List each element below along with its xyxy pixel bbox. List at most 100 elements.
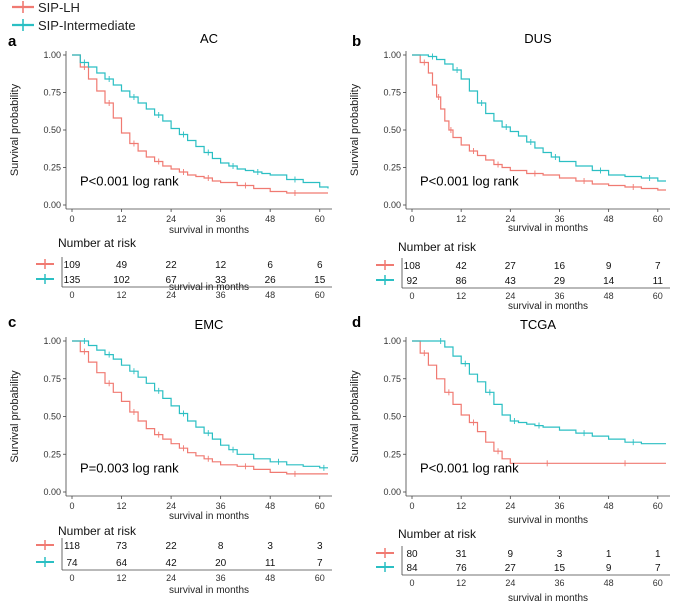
legend-label-sip-lh: SIP-LH — [38, 0, 80, 15]
risk-count-sip-intermediate-b: 43 — [505, 276, 517, 287]
risk-count-sip-lh-c: 3 — [317, 541, 323, 552]
risk-count-sip-lh-c: 73 — [116, 541, 128, 552]
chart-title-d: TCGA — [520, 317, 556, 332]
x-tick-label-d: 0 — [409, 501, 414, 511]
risk-x-tick-label-b: 60 — [653, 291, 663, 301]
risk-count-sip-intermediate-a: 26 — [265, 275, 277, 286]
survival-curve-sip-lh-a — [72, 54, 328, 194]
legend-label-sip-intermediate: SIP-Intermediate — [38, 18, 136, 33]
legend: SIP-LH SIP-Intermediate — [12, 0, 136, 33]
risk-table-header-a: Number at risk — [58, 236, 137, 250]
risk-count-sip-intermediate-a: 67 — [166, 275, 178, 286]
risk-count-sip-intermediate-b: 29 — [554, 276, 566, 287]
x-tick-label-c: 36 — [216, 501, 226, 511]
x-tick-label-a: 48 — [265, 214, 275, 224]
risk-x-axis-label-b: survival in months — [508, 301, 588, 312]
x-tick-label-a: 36 — [216, 214, 226, 224]
p-value-annotation-b: P<0.001 log rank — [420, 174, 519, 189]
risk-count-sip-intermediate-a: 15 — [314, 275, 326, 286]
risk-count-sip-lh-d: 1 — [606, 549, 612, 560]
risk-count-sip-intermediate-c: 11 — [265, 558, 276, 569]
x-tick-label-d: 60 — [653, 501, 663, 511]
y-tick-label-c: 0.75 — [43, 374, 61, 384]
risk-count-sip-lh-d: 1 — [655, 549, 661, 560]
y-tick-label-d: 0.00 — [383, 487, 401, 497]
y-tick-label-d: 1.00 — [383, 336, 401, 346]
risk-x-tick-label-b: 12 — [456, 291, 466, 301]
x-tick-label-d: 12 — [456, 501, 466, 511]
risk-count-sip-intermediate-a: 135 — [64, 275, 81, 286]
risk-x-tick-label-c: 24 — [166, 573, 176, 583]
risk-count-sip-lh-d: 80 — [406, 549, 418, 560]
y-tick-label-a: 1.00 — [43, 50, 61, 60]
y-tick-label-c: 0.00 — [43, 487, 61, 497]
survival-curve-sip-intermediate-a — [72, 54, 329, 189]
risk-x-axis-label-a: survival in months — [169, 282, 249, 293]
risk-count-sip-lh-a: 22 — [166, 260, 178, 271]
risk-x-tick-label-b: 36 — [554, 291, 564, 301]
x-axis-label-a: survival in months — [169, 225, 249, 236]
risk-x-tick-label-d: 36 — [554, 578, 564, 588]
x-tick-label-a: 60 — [315, 214, 325, 224]
x-tick-label-d: 36 — [554, 501, 564, 511]
x-axis-label-c: survival in months — [169, 511, 249, 522]
risk-count-sip-lh-b: 16 — [554, 261, 566, 272]
risk-count-sip-intermediate-d: 9 — [606, 563, 612, 574]
p-value-annotation-c: P=0.003 log rank — [80, 460, 179, 475]
x-tick-label-c: 24 — [166, 501, 176, 511]
x-tick-label-b: 12 — [456, 214, 466, 224]
risk-count-sip-intermediate-b: 86 — [456, 276, 468, 287]
risk-count-sip-lh-b: 9 — [606, 261, 612, 272]
risk-count-sip-lh-b: 27 — [505, 261, 517, 272]
p-value-annotation-a: P<0.001 log rank — [80, 174, 179, 189]
risk-x-tick-label-d: 48 — [604, 578, 614, 588]
risk-table-header-b: Number at risk — [398, 240, 477, 254]
x-tick-label-d: 24 — [505, 501, 515, 511]
y-tick-label-b: 0.75 — [383, 88, 401, 98]
risk-x-axis-label-c: survival in months — [169, 585, 249, 596]
panel-label-c: c — [8, 314, 16, 331]
risk-x-tick-label-d: 12 — [456, 578, 466, 588]
risk-count-sip-lh-a: 109 — [64, 260, 81, 271]
y-axis-label-a: Survival probability — [9, 83, 21, 176]
x-tick-label-b: 0 — [409, 214, 414, 224]
chart-title-a: AC — [200, 31, 218, 46]
y-tick-label-d: 0.75 — [383, 374, 401, 384]
survival-curve-sip-intermediate-c — [72, 340, 328, 469]
risk-x-tick-label-c: 12 — [117, 573, 127, 583]
risk-count-sip-intermediate-b: 11 — [653, 276, 664, 287]
risk-count-sip-lh-b: 42 — [456, 261, 468, 272]
risk-count-sip-lh-c: 22 — [166, 541, 178, 552]
risk-count-sip-intermediate-d: 7 — [655, 563, 661, 574]
risk-count-sip-intermediate-b: 92 — [406, 276, 418, 287]
risk-count-sip-lh-c: 3 — [267, 541, 273, 552]
y-tick-label-c: 0.25 — [43, 449, 61, 459]
y-tick-label-c: 0.50 — [43, 412, 61, 422]
y-axis-label-c: Survival probability — [9, 370, 21, 463]
x-tick-label-b: 60 — [653, 214, 663, 224]
risk-x-tick-label-c: 36 — [216, 573, 226, 583]
risk-x-tick-label-c: 0 — [69, 573, 74, 583]
risk-count-sip-intermediate-c: 64 — [116, 558, 128, 569]
risk-x-tick-label-a: 0 — [69, 290, 74, 300]
panel-c: c EMC Survival probability 0.00 0.25 0.50 0.75… — [8, 314, 332, 596]
x-tick-label-c: 12 — [117, 501, 127, 511]
y-tick-label-b: 0.50 — [383, 125, 401, 135]
survival-curve-sip-lh-d — [412, 340, 666, 464]
y-tick-label-d: 0.50 — [383, 412, 401, 422]
y-tick-label-a: 0.75 — [43, 88, 61, 98]
survival-curve-sip-intermediate-d — [412, 340, 666, 445]
panel-b: b DUS Survival probability 0.00 0.25 0.50 0.75… — [349, 31, 670, 312]
panel-a: a AC Survival probability 0.00 0.25 0.50 0.75 1… — [8, 31, 332, 300]
survival-curve-sip-lh-c — [72, 340, 328, 475]
y-tick-label-b: 1.00 — [383, 50, 401, 60]
risk-x-axis-label-d: survival in months — [508, 593, 588, 602]
risk-x-tick-label-a: 12 — [117, 290, 127, 300]
risk-x-tick-label-d: 60 — [653, 578, 663, 588]
risk-count-sip-intermediate-c: 42 — [166, 558, 178, 569]
y-axis-label-d: Survival probability — [349, 370, 361, 463]
risk-count-sip-lh-b: 7 — [655, 261, 661, 272]
panel-label-b: b — [352, 33, 361, 50]
y-tick-label-a: 0.00 — [43, 200, 61, 210]
